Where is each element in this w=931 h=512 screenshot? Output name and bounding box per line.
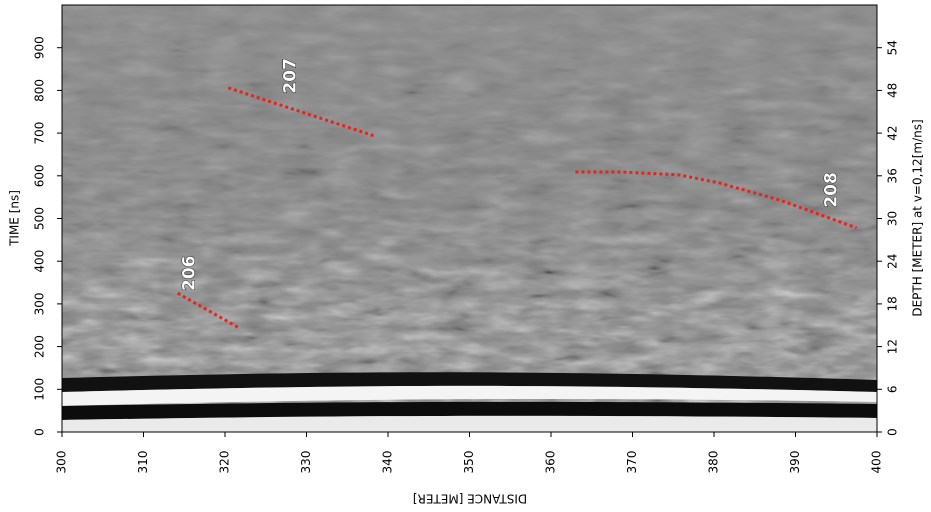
annotation-label: 207 [280, 58, 300, 94]
y2-tick-label: 48 [886, 83, 900, 98]
y2-tick-label: 30 [886, 211, 900, 226]
y2-tick-label: 42 [886, 125, 900, 140]
y-tick-label: 400 [33, 250, 47, 273]
x-tick-label: 340 [381, 451, 395, 474]
x-tick-label: 330 [299, 451, 313, 474]
x-tick-label: 400 [870, 451, 884, 474]
y-tick-label: 200 [33, 335, 47, 358]
annotation-label: 206 [180, 255, 200, 291]
y2-axis-title: DEPTH [METER] at v=0,12[m/ns] [911, 119, 925, 316]
y2-tick-label: 6 [886, 385, 900, 393]
y2-tick-label: 36 [886, 168, 900, 183]
y-tick-label: 900 [33, 36, 47, 59]
y2-tick-label: 24 [886, 254, 900, 269]
y2-tick-label: 12 [886, 339, 900, 354]
y-tick-label: 0 [33, 428, 47, 436]
annotation-line [227, 86, 376, 138]
y-tick-label: 100 [33, 378, 47, 401]
y2-tick-label: 0 [886, 428, 900, 436]
x-tick-label: 390 [788, 451, 802, 474]
x-axis-title: DISTANCE [METER] [413, 492, 527, 506]
x-tick-label: 360 [544, 451, 558, 474]
y-tick-label: 500 [33, 207, 47, 230]
y-axis-title: TIME [ns] [8, 190, 22, 247]
x-tick-label: 310 [136, 451, 150, 474]
x-tick-label: 370 [625, 451, 639, 474]
x-tick-label: 320 [218, 451, 232, 474]
x-tick-label: 350 [462, 451, 476, 474]
plot-area [61, 4, 878, 433]
y2-tick-label: 18 [886, 296, 900, 311]
annotation-line [575, 170, 858, 230]
y-tick-label: 600 [33, 164, 47, 187]
y-tick-label: 300 [33, 292, 47, 315]
x-tick-label: 300 [55, 451, 69, 474]
x-tick-label: 380 [707, 451, 721, 474]
annotation-label: 208 [822, 172, 842, 208]
y-tick-label: 700 [33, 122, 47, 145]
y2-tick-label: 54 [886, 40, 900, 55]
y-tick-label: 800 [33, 79, 47, 102]
